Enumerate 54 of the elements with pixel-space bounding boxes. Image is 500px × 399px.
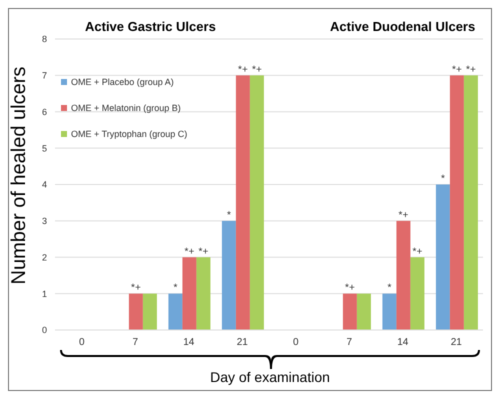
bar (356, 294, 371, 330)
text: Active Duodenal Ulcers (330, 19, 476, 34)
data-label: * (226, 210, 231, 221)
bar (250, 75, 264, 330)
x-tick-label: 21 (236, 337, 248, 348)
bar (342, 294, 357, 330)
y-tick-label: 3 (42, 216, 47, 226)
legend-label: OME + Tryptophan (group C) (71, 129, 188, 139)
y-tick-label: 1 (42, 288, 47, 299)
y-tick-label: 4 (42, 180, 47, 190)
x-tick-label: 7 (132, 337, 138, 348)
data-label: *+ (238, 64, 248, 76)
data-label: *+ (198, 246, 208, 258)
y-tick-label: 5 (42, 143, 47, 154)
x-tick-label: 14 (183, 337, 195, 348)
bar (168, 294, 182, 330)
legend-label: OME + Placebo (group A) (71, 77, 174, 87)
bar (128, 294, 143, 330)
bar (410, 257, 424, 330)
x-tick-label: 21 (450, 337, 462, 348)
bar (222, 220, 236, 330)
data-label: * (387, 282, 392, 294)
x-axis-title: Day of examination (209, 369, 331, 385)
bar (436, 184, 450, 330)
data-label: *+ (345, 282, 355, 294)
y-tick-label: 8 (42, 34, 47, 44)
x-tick-label: 0 (78, 337, 85, 348)
x-tick-label: 7 (346, 337, 352, 348)
y-axis-title: Number of healed ulcers (8, 66, 30, 284)
data-label: *+ (398, 210, 408, 221)
y-tick-label: 0 (42, 325, 47, 336)
bar (450, 75, 464, 330)
data-label: *+ (466, 64, 476, 76)
data-label: * (440, 174, 445, 184)
bar (196, 257, 210, 330)
bar (382, 294, 396, 330)
bar (464, 75, 478, 330)
x-tick-label: 0 (292, 337, 299, 348)
legend-label: OME + Melatonin (group B) (71, 103, 181, 113)
bar (142, 294, 157, 330)
data-label: *+ (412, 246, 422, 258)
bar (396, 220, 410, 330)
data-label: *+ (452, 64, 462, 76)
y-tick-label: 2 (42, 252, 47, 262)
bar (182, 257, 196, 330)
data-label: *+ (131, 282, 141, 294)
y-tick-label: 7 (42, 70, 47, 81)
data-label: * (173, 282, 178, 294)
text: Active Gastric Ulcers (85, 19, 216, 34)
x-tick-label: 14 (397, 337, 409, 348)
y-tick-label: 6 (42, 106, 47, 117)
data-label: *+ (252, 64, 262, 76)
data-label: *+ (184, 246, 194, 258)
bar (236, 75, 250, 330)
